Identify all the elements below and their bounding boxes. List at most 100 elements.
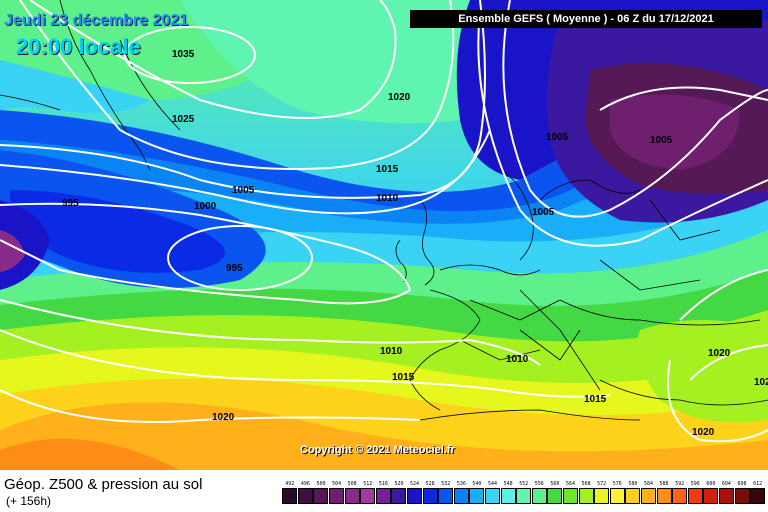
legend-label: 508 [347,481,357,487]
legend-label: 492 [285,481,295,487]
isobar-label: 995 [62,198,79,209]
legend-swatch [718,488,734,504]
legend-entry: 572 [594,480,610,510]
weather-map: 1035 1025 1020 1015 1010 1005 1000 995 9… [0,0,768,470]
isobar-label: 1015 [584,394,607,405]
legend-swatch [282,488,298,504]
isobar-label: 1025 [172,114,195,125]
legend-entry: 568 [578,480,594,510]
legend-entry: 508 [344,480,360,510]
legend-entry: 540 [469,480,485,510]
isobar-label: 1005 [232,185,255,196]
legend-label: 528 [425,481,435,487]
legend-swatch [438,488,454,504]
legend-swatch [625,488,641,504]
legend-swatch [313,488,329,504]
legend-swatch [297,488,313,504]
legend-entry: 512 [360,480,376,510]
legend-entry: 580 [625,480,641,510]
legend-label: 564 [565,481,575,487]
isobar-label: 1020 [692,427,715,438]
legend-label: 568 [581,481,591,487]
legend-entry: 528 [422,480,438,510]
legend-swatch [422,488,438,504]
isobar-labels: 1035 1025 1020 1015 1010 1005 1000 995 9… [62,49,768,438]
isobar-label: 1005 [546,132,569,143]
coastlines [0,0,768,421]
legend-entry: 524 [407,480,423,510]
legend-label: 500 [316,481,326,487]
isobar-label: 1010 [376,193,399,204]
legend-entry: 612 [750,480,766,510]
legend-label: 584 [643,481,653,487]
legend-label: 604 [721,481,731,487]
legend-label: 560 [550,481,560,487]
legend-swatch [547,488,563,504]
isobar-label: 1020 [388,92,411,103]
isobar-label: 1020 [754,377,768,388]
legend-label: 596 [690,481,700,487]
isobar-label: 1020 [212,412,235,423]
isobar-label: 1010 [506,354,529,365]
legend-swatch [578,488,594,504]
legend-label: 536 [456,481,466,487]
legend-swatch [360,488,376,504]
legend-entry: 584 [640,480,657,510]
isobars [0,0,768,441]
legend-entry: 592 [672,480,688,510]
legend-entry: 600 [703,480,719,510]
legend-entry: 520 [391,480,407,510]
legend-label: 608 [737,481,747,487]
z500-color-field [0,0,768,470]
legend-label: 588 [659,481,669,487]
legend-swatch [453,488,469,504]
legend-swatch [750,488,766,504]
map-parameter-title: Géop. Z500 & pression au sol [4,476,203,493]
legend-entry: 560 [547,480,563,510]
legend-label: 516 [378,481,388,487]
color-legend: 492 496 500 504 508 512 516 520 524 528 532 536 540 5… [282,480,766,510]
legend-label: 504 [332,481,342,487]
isobar-label: 1015 [392,372,415,383]
legend-label: 600 [706,481,716,487]
legend-label: 592 [675,481,685,487]
legend-swatch [407,488,423,504]
legend-entry: 496 [297,480,314,510]
legend-swatch [375,488,391,504]
legend-label: 524 [410,481,420,487]
legend-swatch [344,488,360,504]
legend-label: 556 [534,481,544,487]
forecast-date: Jeudi 23 décembre 2021 [4,12,189,29]
model-run-banner: Ensemble GEFS ( Moyenne ) - 06 Z du 17/1… [410,10,762,28]
legend-entry: 608 [734,480,750,510]
legend-label: 532 [441,481,451,487]
legend-swatch [485,488,501,504]
legend-entry: 588 [656,480,672,510]
legend-label: 520 [394,481,404,487]
legend-entry: 556 [531,480,548,510]
legend-swatch [329,488,345,504]
isobar-label: 995 [226,263,243,274]
legend-entry: 544 [485,480,501,510]
legend-swatch [609,488,625,504]
isobar-label: 1015 [376,164,399,175]
isobar-label: 1010 [380,346,403,357]
legend-entry: 536 [453,480,470,510]
legend-label: 580 [628,481,638,487]
forecast-local-time: 20:00 locale [16,34,141,59]
legend-swatch [500,488,516,504]
legend-swatch [734,488,750,504]
isobar-label: 1005 [650,135,673,146]
isobar-label: 1005 [532,207,555,218]
legend-swatch [391,488,407,504]
legend-swatch [594,488,610,504]
legend-swatch [703,488,719,504]
legend-swatch [640,488,656,504]
legend-swatch [531,488,547,504]
legend-swatch [672,488,688,504]
legend-swatch [656,488,672,504]
isobar-label: 1000 [194,201,217,212]
legend-label: 576 [612,481,622,487]
legend-entry: 564 [562,480,579,510]
legend-entry: 516 [375,480,392,510]
